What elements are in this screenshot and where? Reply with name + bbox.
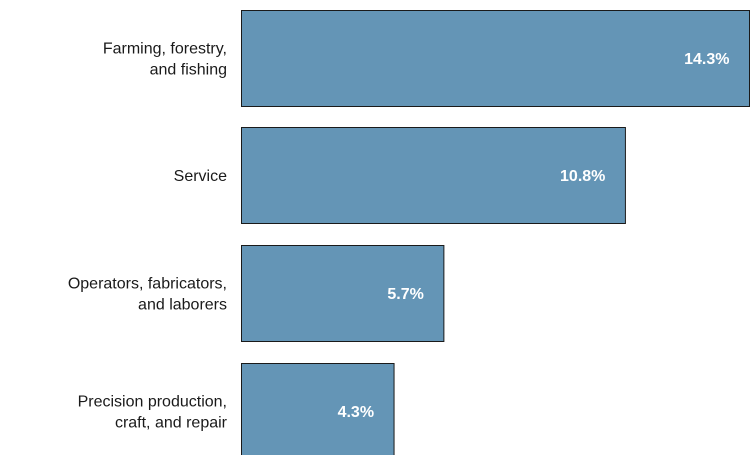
- category-labels-group: Farming, forestry, and fishing Service Oper…: [68, 41, 228, 432]
- value-label-2: 5.7%: [387, 286, 423, 303]
- category-label-line: Farming, forestry,: [103, 41, 227, 58]
- value-label-0: 14.3%: [684, 51, 729, 68]
- category-label-1: Service: [174, 168, 227, 185]
- category-label-3: Precision production, craft, and repair: [78, 394, 228, 432]
- category-label-line: Operators, fabricators,: [68, 276, 227, 293]
- value-labels-group: 14.3% 10.8% 5.7% 4.3%: [338, 51, 730, 421]
- value-label-3: 4.3%: [338, 404, 374, 421]
- bar-1: [241, 127, 626, 224]
- category-label-2: Operators, fabricators, and laborers: [68, 276, 227, 314]
- category-label-line: and laborers: [138, 297, 227, 314]
- bar-3: [241, 363, 395, 455]
- category-label-line: craft, and repair: [115, 415, 228, 432]
- bar-0: [241, 10, 750, 107]
- category-label-0: Farming, forestry, and fishing: [103, 41, 227, 79]
- bar-2: [241, 245, 445, 342]
- value-label-1: 10.8%: [560, 168, 605, 185]
- bars-group: [241, 10, 750, 455]
- category-label-line: and fishing: [150, 62, 227, 79]
- category-label-line: Precision production,: [78, 394, 227, 411]
- category-label-line: Service: [174, 168, 227, 185]
